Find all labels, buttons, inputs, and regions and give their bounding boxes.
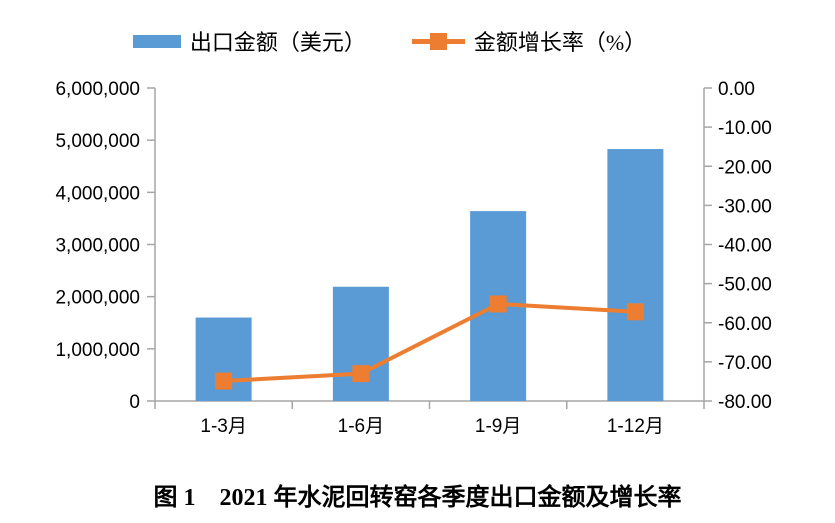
legend-item-export-amount: 出口金额（美元） — [132, 25, 366, 57]
right-axis-tick-label: -30.00 — [718, 196, 772, 217]
right-axis-tick-label: -80.00 — [718, 392, 772, 413]
figure-caption: 图 1 2021 年水泥回转窑各季度出口金额及增长率 — [153, 485, 682, 511]
left-axis-tick-label: 1,000,000 — [55, 340, 140, 361]
growth-rate-marker — [489, 295, 507, 313]
right-axis-tick-label: -40.00 — [718, 236, 772, 257]
growth-rate-marker — [626, 303, 644, 321]
export-amount-bar — [607, 149, 664, 401]
legend-label-growth-rate: 金额增长率（%） — [473, 30, 647, 55]
left-axis-tick-label: 2,000,000 — [55, 288, 140, 309]
line-marker-square — [429, 32, 447, 50]
right-axis-tick-label: -20.00 — [718, 157, 772, 178]
x-axis-category-label: 1-3月 — [200, 416, 246, 437]
growth-rate-line — [223, 301, 636, 384]
chart-plot-area: 6,000,000 5,000,000 4,000,000 3,000,000 2,00… — [55, 79, 772, 437]
right-axis-tick-label: 0.00 — [718, 79, 755, 100]
growth-rate-marker — [352, 365, 370, 383]
x-axis-category-label: 1-12月 — [607, 416, 664, 437]
right-axis-tick-label: -70.00 — [718, 353, 772, 374]
line-series-marker-icon — [411, 32, 465, 50]
left-axis-tick-label: 5,000,000 — [55, 131, 140, 152]
bar-series-swatch-icon — [132, 34, 181, 48]
left-axis-tick-label: 4,000,000 — [55, 183, 140, 204]
export-amount-bar — [332, 286, 389, 401]
right-axis-tick-label: -10.00 — [718, 118, 772, 139]
right-axis-tick-label: -50.00 — [718, 275, 772, 296]
right-axis-tick-label: -60.00 — [718, 314, 772, 335]
left-axis-tick-label: 3,000,000 — [55, 236, 140, 257]
chart-legend: 出口金额（美元） 金额增长率（%） — [0, 25, 807, 57]
legend-label-export-amount: 出口金额（美元） — [189, 30, 366, 55]
legend-item-growth-rate: 金额增长率（%） — [411, 25, 647, 57]
left-axis-tick-label: 6,000,000 — [55, 79, 140, 100]
growth-rate-marker — [215, 372, 233, 390]
left-axis-tick-label: 0 — [129, 392, 140, 413]
x-axis-category-label: 1-9月 — [475, 416, 521, 437]
x-axis-category-label: 1-6月 — [338, 416, 384, 437]
